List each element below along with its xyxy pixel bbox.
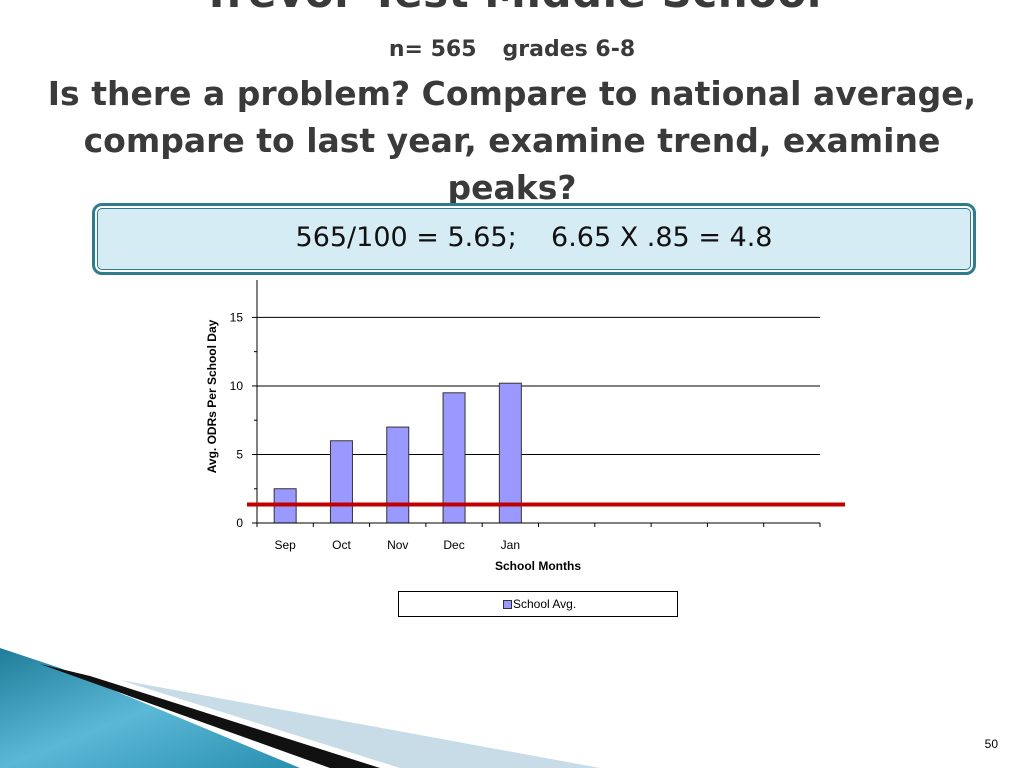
chart-bars	[273, 382, 522, 524]
light-swoosh	[120, 680, 600, 768]
y-tick-label: 15	[230, 310, 244, 324]
x-tick-label: Oct	[332, 538, 351, 552]
bar-chart: 0 5 10 15 Sep Oct Nov Dec Jan Avg. ODRs Per Scho…	[205, 280, 845, 573]
slide-subtitle: n= 565 grades 6-8	[0, 36, 1024, 64]
black-swoosh	[40, 664, 380, 768]
bar	[498, 382, 522, 524]
x-tick-label: Dec	[443, 538, 464, 552]
y-tick-label: 10	[230, 379, 244, 393]
legend-swatch	[503, 600, 512, 609]
y-axis-title: Avg. ODRs Per School Day	[205, 319, 219, 473]
bar	[329, 440, 353, 524]
slide-title: Trevor Test Middle School	[0, 0, 1024, 18]
chart-legend: School Avg.	[398, 591, 678, 617]
subtitle-n: n= 565	[388, 37, 477, 62]
x-tick-label: Nov	[387, 538, 408, 552]
teal-swoosh	[0, 648, 300, 768]
slide-question: Is there a problem? Compare to national …	[47, 74, 977, 207]
formula-text: 565/100 = 5.65; 6.65 X .85 = 4.8	[295, 222, 773, 253]
chart-gridlines	[257, 316, 820, 455]
formula-box: 565/100 = 5.65; 6.65 X .85 = 4.8	[92, 203, 976, 275]
decorative-swoosh	[0, 648, 600, 768]
x-tick-label: Sep	[274, 538, 296, 552]
bar	[386, 426, 410, 524]
y-tick-label: 0	[236, 516, 243, 530]
x-tick-label: Jan	[501, 538, 520, 552]
x-axis-title: School Months	[495, 559, 581, 573]
chart-axes: 0 5 10 15 Sep Oct Nov Dec Jan	[230, 280, 821, 552]
subtitle-grades: grades 6-8	[502, 37, 636, 62]
page-number: 50	[984, 737, 998, 751]
legend-label: School Avg.	[513, 597, 577, 611]
y-tick-label: 5	[236, 447, 243, 461]
